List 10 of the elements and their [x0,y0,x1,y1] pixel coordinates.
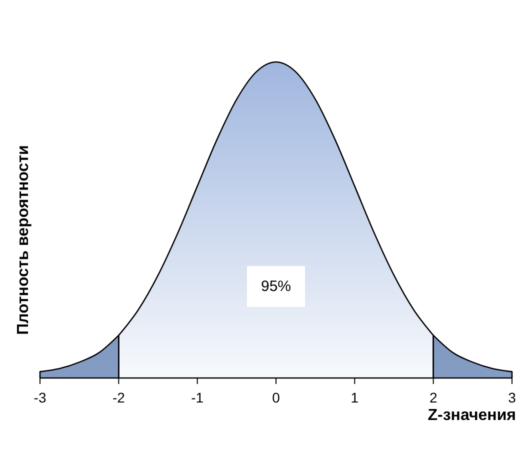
annotation: 95% [260,278,292,295]
x-tick-label: -1 [191,389,204,406]
x-tick-label: 1 [350,389,359,406]
x-tick-label: -2 [112,389,126,406]
x-tick-label: 2 [429,389,438,406]
y-axis-title: Плотность вероятности [15,145,32,335]
x-tick-label: 0 [272,389,280,406]
x-tick-label: -3 [34,389,46,406]
x-tick-label: 3 [508,389,516,406]
x-axis-title: Z-значения [428,407,516,424]
